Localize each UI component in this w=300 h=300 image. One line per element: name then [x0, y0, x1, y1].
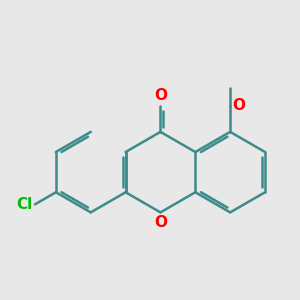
Text: O: O — [232, 98, 245, 113]
Text: O: O — [154, 215, 167, 230]
Text: O: O — [154, 88, 167, 103]
Text: Cl: Cl — [17, 197, 33, 212]
